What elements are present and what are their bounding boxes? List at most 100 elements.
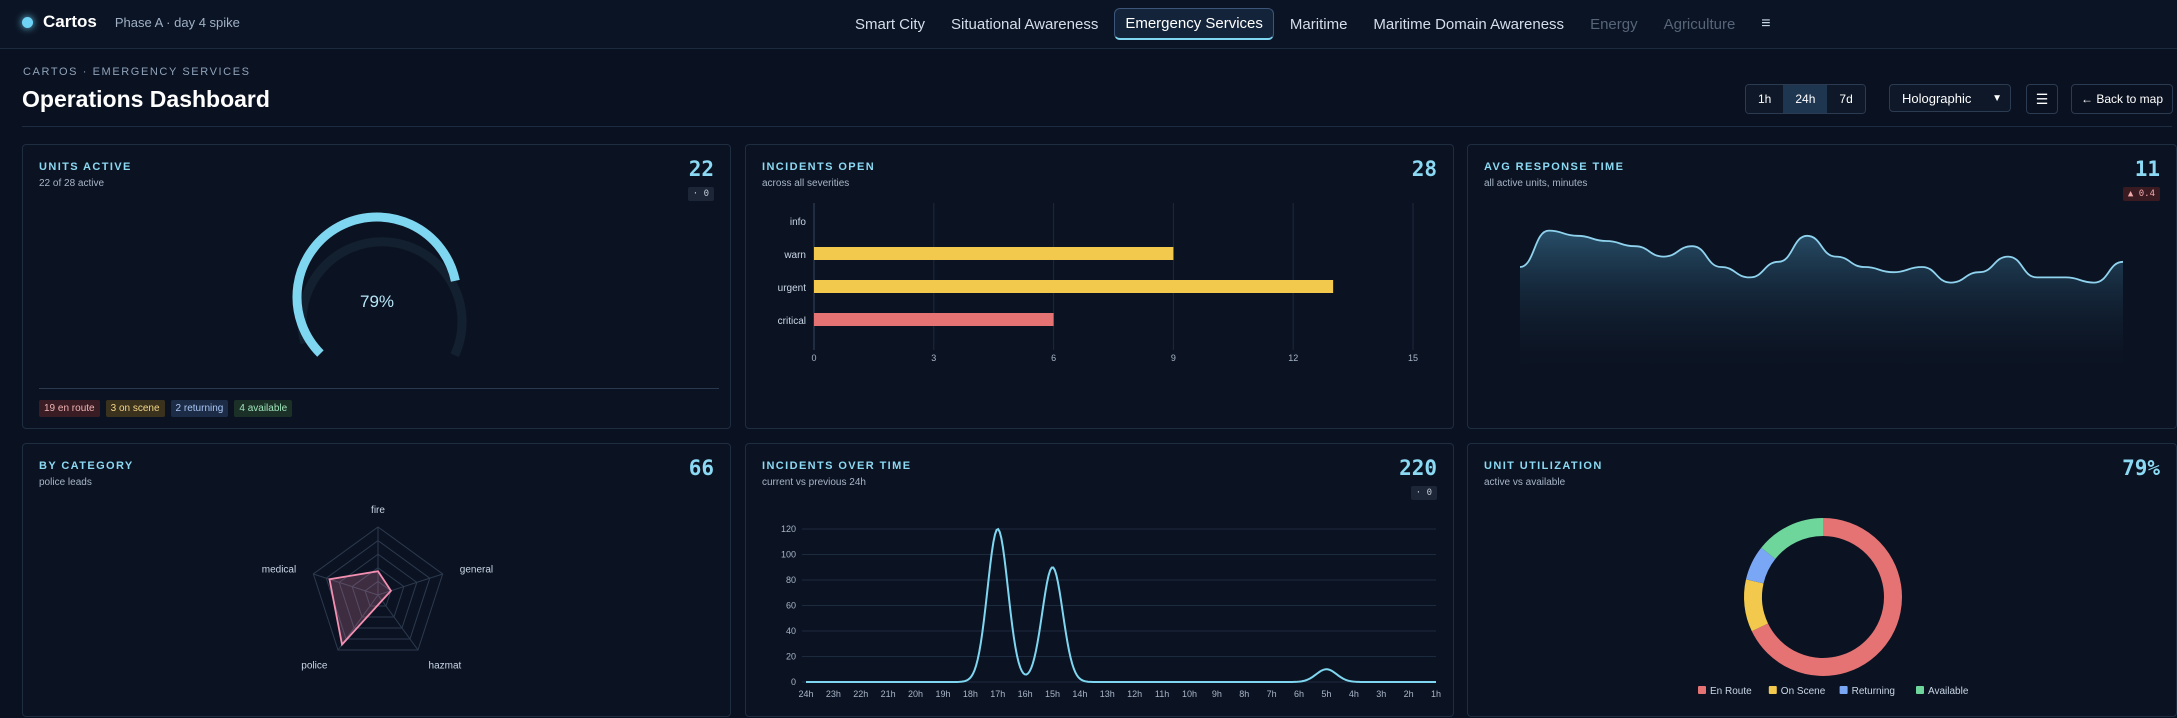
domain-nav: Smart City Situational Awareness Emergen… bbox=[845, 8, 1781, 40]
logo-dot-icon bbox=[22, 16, 33, 28]
avg-response-card: AVG RESPONSE TIME all active units, minu… bbox=[1467, 144, 2177, 429]
legend-label: Available bbox=[1928, 686, 1969, 697]
y-tick-label: 0 bbox=[791, 677, 796, 687]
nav-energy[interactable]: Energy bbox=[1590, 15, 1638, 33]
incidents-severity-bar-chart: 0 3 6 9 12 15 info warn urgent critical bbox=[778, 203, 1418, 363]
card-value: 22 bbox=[688, 157, 714, 181]
x-tick-label: 3 bbox=[931, 353, 936, 363]
radar-spoke bbox=[313, 573, 379, 596]
card-title: UNITS ACTIVE bbox=[39, 161, 132, 173]
gauge-label: 79% bbox=[360, 292, 394, 311]
radar-axis-label: hazmat bbox=[429, 661, 462, 672]
nav-agriculture[interactable]: Agriculture bbox=[1663, 15, 1736, 33]
card-value: 220 bbox=[1399, 456, 1437, 480]
range-24h-button[interactable]: 24h bbox=[1783, 85, 1828, 113]
header-divider bbox=[22, 126, 2172, 127]
time-range-toggle: 1h 24h 7d bbox=[1745, 84, 1866, 114]
donut-slice-available bbox=[1761, 518, 1824, 560]
nav-emergency-services[interactable]: Emergency Services bbox=[1114, 8, 1274, 40]
radar-spoke bbox=[377, 594, 419, 651]
x-tick-label: 4h bbox=[1349, 689, 1359, 699]
range-7d-button[interactable]: 7d bbox=[1827, 85, 1865, 113]
card-value: 28 bbox=[1411, 157, 1437, 181]
x-tick-label: 23h bbox=[826, 689, 841, 699]
y-tick-label: 60 bbox=[786, 601, 796, 611]
range-1h-button[interactable]: 1h bbox=[1746, 85, 1784, 113]
incidents-line bbox=[806, 527, 1436, 683]
x-tick-label: 9h bbox=[1212, 689, 1222, 699]
incidents-line-chart: 0 20 40 60 80 100 120 24h 23h 22h 21h 20h 19h 18h 17h 1… bbox=[781, 524, 1441, 699]
gauge-track bbox=[297, 237, 467, 358]
delta-badge: ▲ 0.4 bbox=[2122, 187, 2160, 201]
radar-ring bbox=[325, 539, 431, 640]
x-tick-label: 14h bbox=[1072, 689, 1087, 699]
utilization-donut-chart: En Route On Scene Returning Available bbox=[1698, 518, 1969, 697]
y-tick-label: 40 bbox=[786, 626, 796, 636]
x-tick-label: 22h bbox=[853, 689, 868, 699]
x-tick-label: 0 bbox=[811, 353, 816, 363]
brand[interactable]: Cartos Phase A · day 4 spike bbox=[22, 12, 240, 32]
y-tick-label: warn bbox=[783, 250, 806, 261]
category-radar-chart: fire general hazmat police medical bbox=[262, 505, 493, 672]
y-tick-label: 80 bbox=[786, 575, 796, 585]
radar-ring bbox=[312, 526, 444, 651]
back-to-map-button[interactable]: ← Back to map bbox=[2071, 84, 2173, 114]
bar-warn bbox=[814, 247, 1174, 260]
legend-label: On Scene bbox=[1781, 686, 1826, 697]
x-tick-label: 16h bbox=[1018, 689, 1033, 699]
list-menu-button[interactable]: ☰ bbox=[2026, 84, 2058, 114]
legend-label: En Route bbox=[1710, 686, 1752, 697]
x-tick-label: 10h bbox=[1182, 689, 1197, 699]
x-tick-label: 8h bbox=[1239, 689, 1249, 699]
top-bar: Cartos Phase A · day 4 spike Smart City … bbox=[0, 0, 2177, 49]
nav-maritime-domain-awareness[interactable]: Maritime Domain Awareness bbox=[1373, 15, 1565, 33]
x-tick-label: 15h bbox=[1045, 689, 1060, 699]
by-category-card: BY CATEGORY police leads 66 fire general h… bbox=[22, 443, 731, 717]
theme-select-value: Holographic bbox=[1902, 90, 1972, 106]
x-tick-label: 7h bbox=[1267, 689, 1277, 699]
card-value: 66 bbox=[688, 456, 714, 480]
radar-ring bbox=[338, 553, 418, 629]
x-tick-label: 9 bbox=[1171, 353, 1176, 363]
donut-slice-on-scene bbox=[1744, 579, 1769, 632]
x-tick-label: 13h bbox=[1100, 689, 1115, 699]
nav-situational-awareness[interactable]: Situational Awareness bbox=[951, 15, 1099, 33]
card-title: UNIT UTILIZATION bbox=[1484, 460, 1603, 472]
app-phase: Phase A · day 4 spike bbox=[114, 14, 240, 30]
chip-on-scene: 3 on scene bbox=[105, 400, 165, 417]
incidents-over-time-card: INCIDENTS OVER TIME current vs previous … bbox=[745, 443, 1454, 717]
legend-swatch bbox=[1768, 686, 1777, 694]
card-value: 11 bbox=[2134, 157, 2160, 181]
x-tick-label: 18h bbox=[963, 689, 978, 699]
unit-utilization-card: UNIT UTILIZATION active vs available 79%… bbox=[1467, 443, 2177, 717]
chip-returning: 2 returning bbox=[170, 400, 229, 417]
incidents-open-card: INCIDENTS OPEN across all severities 28 … bbox=[745, 144, 1454, 429]
chevron-down-icon: ▼ bbox=[1992, 92, 2002, 104]
card-subtitle: active vs available bbox=[1484, 477, 1566, 488]
x-tick-label: 20h bbox=[908, 689, 923, 699]
donut-slice-returning bbox=[1745, 547, 1776, 584]
units-gauge: 79% bbox=[292, 212, 467, 358]
y-tick-label: urgent bbox=[778, 283, 807, 294]
legend-label: Returning bbox=[1852, 686, 1895, 697]
card-title: AVG RESPONSE TIME bbox=[1484, 161, 1625, 173]
list-icon: ☰ bbox=[2035, 90, 2049, 107]
chip-en-route: 19 en route bbox=[39, 400, 100, 417]
radar-ring bbox=[351, 567, 405, 618]
card-title: INCIDENTS OPEN bbox=[762, 161, 876, 173]
theme-select[interactable]: Holographic ▼ bbox=[1889, 84, 2011, 112]
legend-swatch bbox=[1839, 686, 1848, 694]
x-tick-label: 2h bbox=[1404, 689, 1414, 699]
card-subtitle: 22 of 28 active bbox=[39, 178, 105, 189]
x-tick-label: 1h bbox=[1431, 689, 1441, 699]
card-title: INCIDENTS OVER TIME bbox=[762, 460, 912, 472]
nav-smart-city[interactable]: Smart City bbox=[855, 15, 926, 33]
card-value: 79% bbox=[2122, 456, 2160, 480]
gauge-fill bbox=[292, 212, 460, 357]
radar-axis-label: police bbox=[301, 661, 328, 672]
delta-badge: · 0 bbox=[687, 187, 714, 201]
radar-series bbox=[328, 570, 393, 647]
nav-maritime[interactable]: Maritime bbox=[1289, 15, 1348, 33]
x-tick-label: 6h bbox=[1294, 689, 1304, 699]
hamburger-icon[interactable]: ≡ bbox=[1761, 15, 1771, 32]
